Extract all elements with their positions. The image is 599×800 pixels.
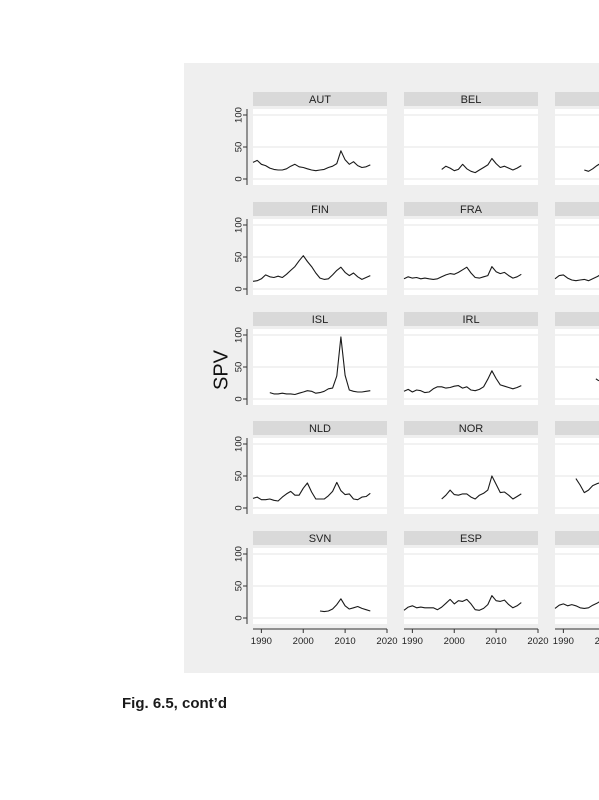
- y-tick-label: 100: [234, 107, 245, 123]
- panel-title: BEL: [461, 94, 482, 106]
- series-line: [441, 157, 522, 174]
- panel-title: NOR: [459, 423, 484, 435]
- x-tick-label: 2010: [335, 636, 356, 647]
- y-tick-label: 50: [234, 581, 245, 592]
- panel-strip: [555, 202, 599, 216]
- series-line: [584, 163, 599, 172]
- panel-strip: [555, 92, 599, 106]
- panel-title: SVN: [309, 533, 332, 545]
- panel-strip: [253, 531, 387, 545]
- panel-strip: [404, 421, 538, 435]
- panel-strip: [253, 92, 387, 106]
- panel-strip: [253, 312, 387, 326]
- y-tick-label: 50: [234, 471, 245, 482]
- series-line: [252, 150, 371, 172]
- panel-title: NLD: [309, 423, 331, 435]
- y-tick-label: 0: [234, 505, 245, 510]
- panel-strip: [555, 421, 599, 435]
- y-tick-label: 0: [234, 176, 245, 181]
- x-tick-label: 2020: [527, 636, 548, 647]
- series-line: [441, 475, 522, 500]
- y-tick-label: 100: [234, 546, 245, 562]
- series-line: [403, 370, 522, 394]
- x-tick-label: 2000: [293, 636, 314, 647]
- panel-title: AUT: [309, 94, 331, 106]
- panel-strip: [253, 421, 387, 435]
- x-tick-label: 1990: [251, 636, 272, 647]
- y-tick-label: 100: [234, 436, 245, 452]
- y-tick-label: 0: [234, 286, 245, 291]
- series-line: [554, 601, 599, 609]
- panel-strip: [555, 312, 599, 326]
- series-line: [403, 266, 522, 280]
- x-tick-label: 1990: [402, 636, 423, 647]
- y-tick-label: 100: [234, 327, 245, 343]
- panel-title: IRL: [462, 314, 479, 326]
- y-tick-label: 0: [234, 615, 245, 620]
- series-line: [575, 478, 599, 494]
- x-tick-label: 2020: [376, 636, 397, 647]
- series-line: [252, 481, 371, 502]
- x-tick-label: 2000: [595, 636, 599, 647]
- panel-title: FIN: [311, 204, 329, 216]
- y-axis-label: SPV: [210, 349, 232, 390]
- series-line: [252, 255, 371, 282]
- y-tick-label: 50: [234, 362, 245, 373]
- series-line: [269, 336, 371, 396]
- y-tick-label: 0: [234, 396, 245, 401]
- panel-title: ISL: [312, 314, 329, 326]
- panel-strip: [404, 92, 538, 106]
- panel-strip: [404, 531, 538, 545]
- y-tick-label: 100: [234, 217, 245, 233]
- x-tick-label: 2010: [486, 636, 507, 647]
- panel-strip: [404, 202, 538, 216]
- x-tick-label: 2000: [444, 636, 465, 647]
- series-line: [595, 378, 599, 382]
- y-tick-label: 50: [234, 252, 245, 263]
- panel-title: ESP: [460, 533, 482, 545]
- y-tick-label: 50: [234, 142, 245, 153]
- x-tick-label: 1990: [553, 636, 574, 647]
- series-line: [403, 595, 522, 611]
- figure-caption: Fig. 6.5, cont’d: [122, 695, 228, 712]
- panel-strip: [253, 202, 387, 216]
- series-line: [554, 274, 599, 282]
- panel-strip: [404, 312, 538, 326]
- panel-strip: [555, 531, 599, 545]
- series-line: [319, 598, 371, 613]
- panel-title: FRA: [460, 204, 483, 216]
